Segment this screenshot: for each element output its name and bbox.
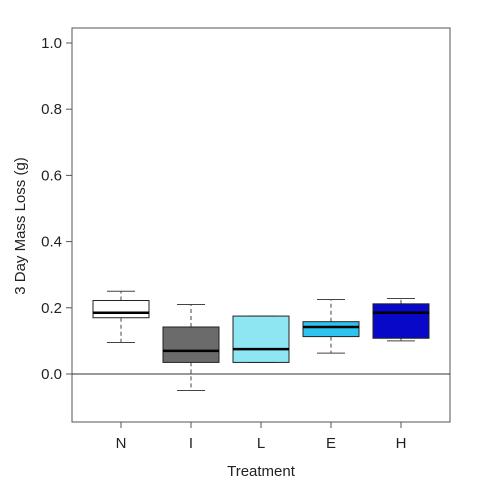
box-body	[372, 303, 430, 339]
x-axis-label: Treatment	[227, 463, 296, 480]
x-tick-label: E	[326, 435, 336, 452]
box-H	[372, 298, 430, 342]
box-E	[302, 299, 360, 354]
y-tick-label: 0.4	[41, 234, 62, 251]
x-tick-label: L	[257, 435, 265, 452]
x-tick-label: H	[396, 435, 407, 452]
y-axis-label: 3 Day Mass Loss (g)	[12, 157, 29, 295]
y-tick-label: 0.6	[41, 167, 62, 184]
box-L	[232, 315, 290, 363]
x-tick-label: N	[116, 435, 127, 452]
box-I	[162, 303, 220, 392]
y-axis: 0.0 0.2 0.4 0.6 0.8 1.0	[41, 35, 72, 383]
box-body	[162, 326, 220, 363]
y-tick-label: 0.8	[41, 101, 62, 118]
y-tick-label: 0.0	[41, 366, 62, 383]
box-body	[92, 300, 150, 319]
y-tick-label: 0.2	[41, 300, 62, 317]
y-tick-label: 1.0	[41, 35, 62, 52]
boxes	[92, 290, 430, 392]
box-N	[92, 290, 150, 344]
box-body	[232, 315, 290, 363]
box-body	[302, 321, 360, 338]
x-tick-label: I	[189, 435, 193, 452]
